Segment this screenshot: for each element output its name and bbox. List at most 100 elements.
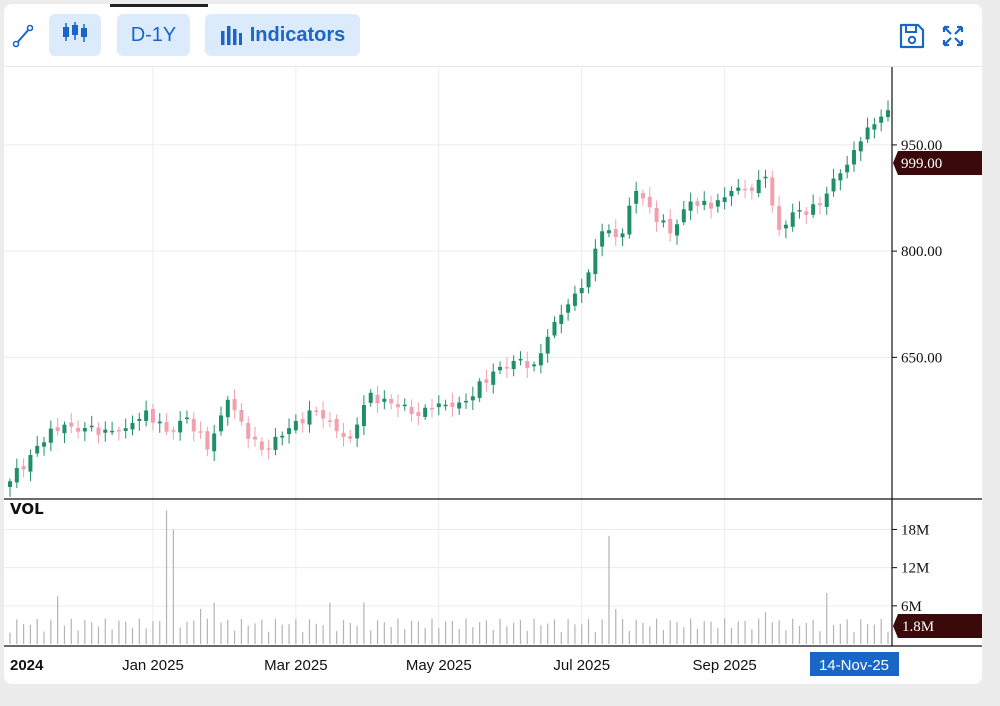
candle-body <box>586 272 591 288</box>
candle-body <box>879 116 884 123</box>
candle-body <box>817 203 822 206</box>
candle-body <box>300 419 305 424</box>
line-draw-icon[interactable] <box>12 22 36 50</box>
candle-body <box>811 204 816 215</box>
candle-body <box>321 410 326 419</box>
candle-body <box>443 404 448 407</box>
candle-body <box>205 431 210 450</box>
candle-body <box>688 201 693 211</box>
price-tick-label: 650.00 <box>901 350 942 366</box>
candle-body <box>355 424 360 439</box>
current-date-label: 14-Nov-25 <box>819 657 889 674</box>
candle-body <box>736 187 741 191</box>
candle-body <box>756 179 761 194</box>
candle-body <box>498 366 503 371</box>
candle-body <box>409 406 414 415</box>
candle-body <box>647 196 652 208</box>
save-icon[interactable] <box>898 22 926 50</box>
candle-body <box>137 418 142 421</box>
candle-body <box>715 200 720 207</box>
date-tick-label: 2024 <box>10 657 44 674</box>
candle-body <box>797 210 802 212</box>
chart-type-button[interactable] <box>49 14 101 56</box>
candle-body <box>191 418 196 432</box>
date-tick-label: Mar 2025 <box>264 657 327 674</box>
last-price-label: 999.00 <box>901 156 942 172</box>
candle-body <box>76 427 81 432</box>
candle-body <box>613 229 618 238</box>
candle-body <box>259 441 264 450</box>
candlesticks <box>8 100 890 497</box>
candle-body <box>198 431 203 433</box>
candle-body <box>348 436 353 439</box>
candle-body <box>627 205 632 235</box>
last-volume-label: 1.8M <box>902 619 934 635</box>
current-date-tag: 14-Nov-25 <box>810 652 899 676</box>
candle-body <box>287 428 292 435</box>
last-price-tag: 999.00 <box>893 151 982 175</box>
candle-body <box>130 422 135 430</box>
candle-body <box>150 408 155 423</box>
candle-body <box>314 410 319 412</box>
volume-axis: 6M 12M 18M <box>892 522 929 615</box>
candle-body <box>225 399 230 418</box>
candle-body <box>307 410 312 425</box>
candle-body <box>606 230 611 234</box>
candle-body <box>525 361 530 369</box>
candle-body <box>552 321 557 336</box>
candle-body <box>423 407 428 417</box>
fullscreen-icon[interactable] <box>941 22 969 50</box>
candle-body <box>171 430 176 432</box>
candle-body <box>518 358 523 361</box>
candle-body <box>361 404 366 427</box>
candle-body <box>770 177 775 206</box>
candle-body <box>96 427 101 435</box>
date-tick-label: Jan 2025 <box>122 657 184 674</box>
candle-body <box>749 187 754 191</box>
candle-body <box>675 224 680 236</box>
price-axis: 650.00 800.00 950.00 <box>892 138 942 366</box>
candle-body <box>273 436 278 450</box>
candle-body <box>783 224 788 229</box>
candle-body <box>266 448 271 450</box>
candle-body <box>402 404 407 407</box>
candle-body <box>375 394 380 404</box>
candle-body <box>382 398 387 402</box>
candle-body <box>681 209 686 223</box>
candle-body <box>845 164 850 173</box>
candle-body <box>239 410 244 422</box>
candle-body <box>790 212 795 227</box>
candle-body <box>8 481 12 487</box>
candle-body <box>42 442 47 447</box>
candle-body <box>851 150 856 165</box>
candle-body <box>429 407 434 410</box>
candle-body <box>634 190 639 204</box>
candle-body <box>511 360 516 370</box>
indicators-button[interactable]: Indicators <box>205 14 360 56</box>
candle-body <box>464 400 469 403</box>
candle-body <box>144 410 149 421</box>
active-tab-indicator <box>110 4 208 7</box>
volume-title: VOL <box>10 500 44 518</box>
candle-body <box>477 381 482 398</box>
candle-body <box>368 392 373 403</box>
candle-body <box>28 455 33 472</box>
date-tick-label: May 2025 <box>406 657 472 674</box>
candle-body <box>654 207 659 223</box>
candle-body <box>14 467 19 483</box>
volume-tick-label: 6M <box>901 599 922 615</box>
range-button[interactable]: D-1Y <box>117 14 190 56</box>
date-tick-label: Sep 2025 <box>693 657 757 674</box>
candle-body <box>729 190 734 197</box>
candle-body <box>566 304 571 313</box>
candle-body <box>824 193 829 207</box>
volume-tick-label: 18M <box>901 522 929 538</box>
chart-card: D-1Y Indicators <box>4 4 982 684</box>
candle-body <box>702 200 707 205</box>
candle-body <box>545 336 550 354</box>
chart-toolbar: D-1Y Indicators <box>4 4 982 67</box>
candle-body <box>246 423 251 439</box>
price-chart[interactable]: 650.00 800.00 950.00 6M 12M 18M 2024 Jan 2025… <box>4 4 982 684</box>
candle-body <box>640 193 645 199</box>
candle-body <box>89 425 94 428</box>
